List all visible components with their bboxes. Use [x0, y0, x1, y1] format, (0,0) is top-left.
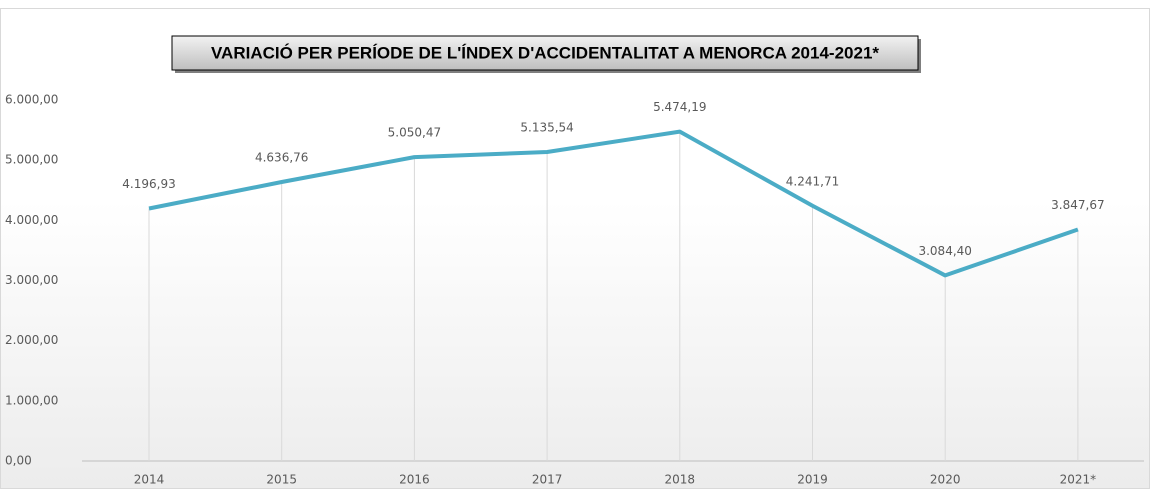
- data-label: 5.050,47: [388, 126, 441, 140]
- y-tick-label: 4.000,00: [5, 213, 58, 227]
- x-tick-label: 2018: [665, 473, 696, 487]
- data-label: 3.084,40: [918, 244, 971, 258]
- x-tick-label: 2017: [532, 473, 563, 487]
- chart-background: [0, 8, 1150, 489]
- y-tick-label: 5.000,00: [5, 153, 58, 167]
- data-label: 5.135,54: [520, 121, 573, 135]
- data-label: 4.241,71: [786, 174, 839, 188]
- series-line: [148, 129, 1079, 278]
- data-label: 4.636,76: [255, 151, 308, 165]
- x-tick-label: 2014: [134, 473, 165, 487]
- data-label: 4.196,93: [122, 177, 175, 191]
- title-box: [171, 35, 919, 71]
- y-tick-label: 1.000,00: [5, 393, 58, 407]
- y-tick-label: 0,00: [5, 454, 32, 468]
- data-label: 5.474,19: [653, 100, 706, 114]
- y-tick-label: 2.000,00: [5, 333, 58, 347]
- y-tick-label: 3.000,00: [5, 273, 58, 287]
- x-tick-label: 2016: [399, 473, 430, 487]
- chart-title: VARIACIÓ PER PERÍODE DE L'ÍNDEX D'ACCIDE…: [211, 43, 879, 62]
- y-tick-label: 6.000,00: [5, 93, 58, 107]
- x-tick-label: 2021*: [1060, 473, 1097, 487]
- x-tick-label: 2020: [930, 473, 961, 487]
- x-tick-label: 2019: [797, 473, 828, 487]
- x-tick-label: 2015: [266, 473, 297, 487]
- data-label: 3.847,67: [1051, 198, 1104, 212]
